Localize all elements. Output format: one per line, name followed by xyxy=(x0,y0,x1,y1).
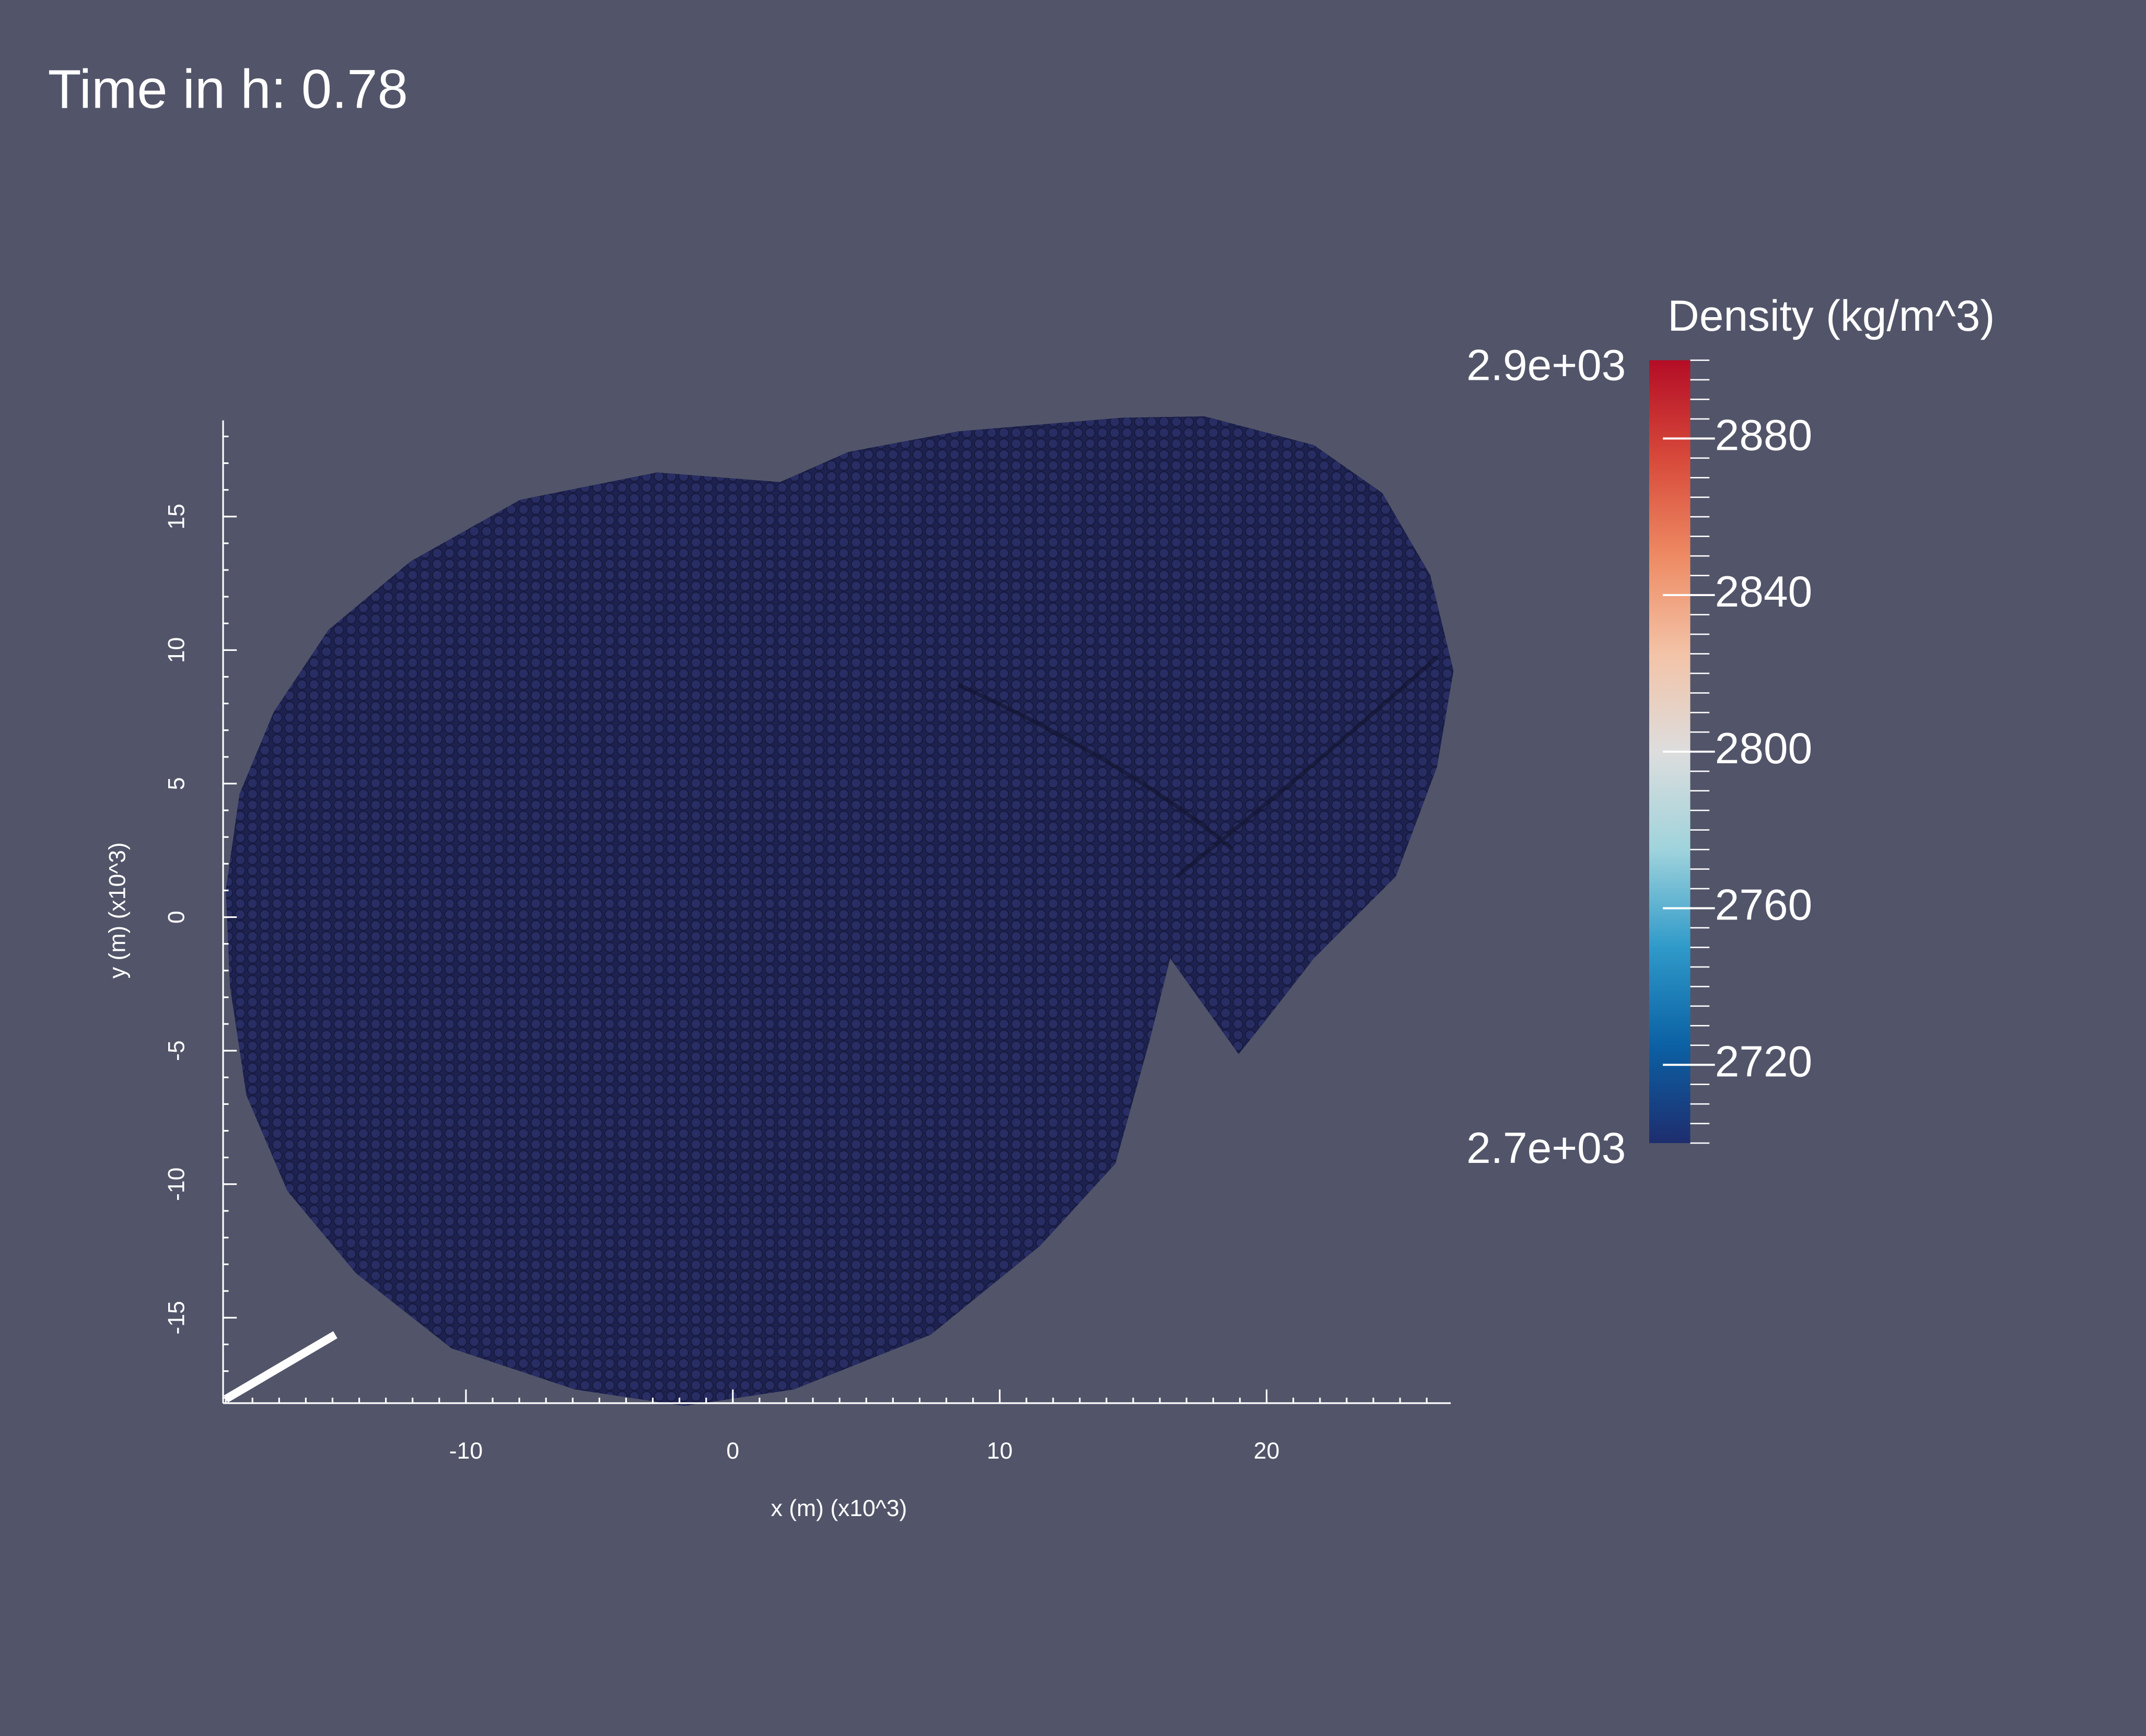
y-tick-label: 10 xyxy=(164,637,189,663)
colorbar-tick-label: 2800 xyxy=(1715,724,1813,773)
fracture xyxy=(957,656,1439,878)
y-tick-label: -15 xyxy=(164,1301,189,1334)
colorbar-tick-label: 2880 xyxy=(1715,411,1813,460)
y-tick-label: 15 xyxy=(164,504,189,530)
axes: -10 0 10 20 -15 -10 -5 0 5 10 15 xyxy=(164,420,1451,1464)
time-label: Time in h: 0.78 xyxy=(48,59,408,120)
colorbar-range-label: 2.7e+03 xyxy=(1466,1123,1626,1172)
x-tick-label: 0 xyxy=(726,1438,739,1464)
colorbar-tick-label: 2840 xyxy=(1715,567,1813,616)
y-tick-label: 5 xyxy=(164,777,189,790)
x-tick-label: 20 xyxy=(1254,1438,1280,1464)
x-tick-label: -10 xyxy=(449,1438,483,1464)
y-tick-label: -10 xyxy=(164,1168,189,1201)
axes-triad xyxy=(224,1331,337,1403)
y-tick-label: 0 xyxy=(164,911,189,924)
x-axis-label: x (m) (x10^3) xyxy=(771,1496,907,1521)
x-tick-label: 10 xyxy=(987,1438,1013,1464)
colorbar-tick-label: 2720 xyxy=(1715,1036,1813,1086)
y-tick-label: -5 xyxy=(164,1040,189,1061)
triad-axis xyxy=(224,1331,337,1403)
y-axis-label: y (m) (x10^3) xyxy=(105,842,131,978)
colorbar-range-label: 2.9e+03 xyxy=(1466,340,1626,389)
particle-texture xyxy=(226,416,1454,1406)
colorbar-tick-label: 2760 xyxy=(1715,880,1813,929)
particle-cloud xyxy=(226,416,1454,1406)
colorbar-title: Density (kg/m^3) xyxy=(1667,291,1995,340)
